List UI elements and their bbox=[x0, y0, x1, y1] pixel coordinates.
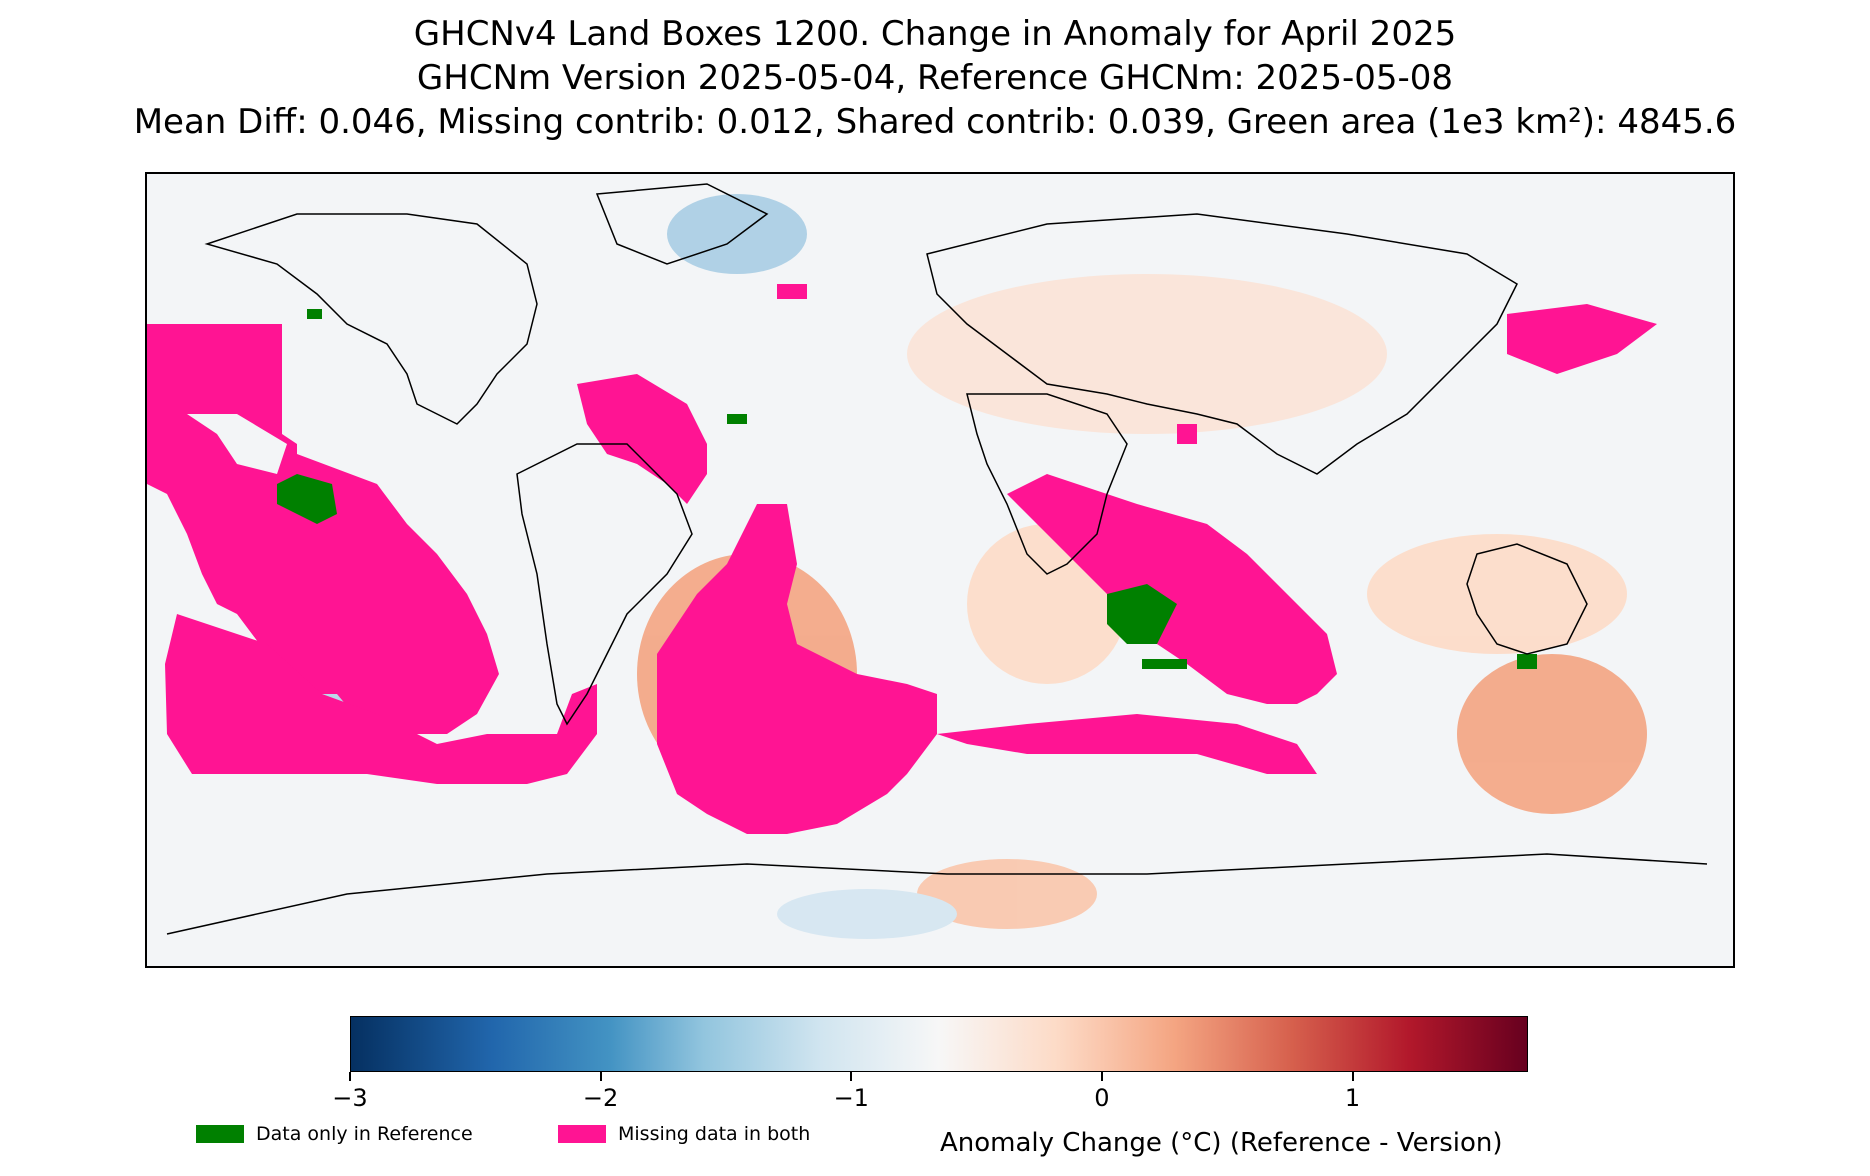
green-tasman bbox=[1517, 654, 1537, 669]
chart-title: GHCNv4 Land Boxes 1200. Change in Anomal… bbox=[413, 14, 1457, 54]
colorbar-label: Anomaly Change (°C) (Reference - Version… bbox=[940, 1128, 1503, 1158]
missing-south-atlantic bbox=[657, 504, 937, 834]
greenland-coast bbox=[595, 183, 769, 265]
legend-label-missing-both: Missing data in both bbox=[618, 1123, 811, 1145]
chart-stats-line: Mean Diff: 0.046, Missing contrib: 0.012… bbox=[133, 102, 1737, 142]
colorbar-tick-label: 1 bbox=[1344, 1084, 1361, 1112]
australia-coast bbox=[1466, 543, 1588, 655]
anomaly-map bbox=[145, 172, 1735, 968]
legend-swatch-magenta bbox=[558, 1125, 606, 1143]
green-aleutian bbox=[307, 309, 322, 319]
africa-coast bbox=[966, 393, 1128, 575]
patch-greenland-cool bbox=[667, 194, 807, 274]
colorbar-tick-label: −1 bbox=[833, 1084, 869, 1112]
missing-pacific bbox=[147, 324, 499, 734]
patch-australia bbox=[1457, 654, 1647, 814]
patch-antarctic-warm bbox=[917, 859, 1097, 929]
green-north-atlantic bbox=[727, 414, 747, 424]
missing-southern-indian bbox=[937, 714, 1317, 774]
missing-arabian bbox=[1177, 424, 1197, 444]
patch-antarctic-cool bbox=[777, 889, 957, 939]
legend-label-reference-only: Data only in Reference bbox=[256, 1123, 473, 1145]
colorbar bbox=[350, 1016, 1528, 1072]
patch-indonesia bbox=[1367, 534, 1627, 654]
colorbar-tick-label: −3 bbox=[332, 1084, 368, 1112]
missing-small-atlantic bbox=[777, 284, 807, 299]
north-america-coast bbox=[204, 213, 538, 425]
chart-subtitle: GHCNm Version 2025-05-04, Reference GHCN… bbox=[416, 58, 1454, 98]
green-south-indian-2 bbox=[1142, 659, 1187, 669]
colorbar-tick-mark bbox=[1351, 1072, 1354, 1081]
map-canvas bbox=[147, 183, 1708, 939]
colorbar-tick-mark bbox=[850, 1072, 853, 1081]
green-south-indian bbox=[1107, 584, 1177, 644]
south-america-coast bbox=[516, 443, 693, 726]
coastlines bbox=[166, 183, 1708, 935]
patch-europe-asia bbox=[907, 274, 1387, 434]
missing-north-atlantic bbox=[577, 374, 707, 504]
anomaly-patches bbox=[257, 194, 1647, 939]
missing-south-pacific bbox=[165, 614, 597, 784]
antarctica-coast bbox=[166, 853, 1708, 935]
colorbar-tick-mark bbox=[599, 1072, 602, 1081]
colorbar-tick-label: −2 bbox=[582, 1084, 619, 1112]
eurasia-coast bbox=[926, 213, 1518, 475]
missing-indian-ocean bbox=[1007, 474, 1337, 704]
legend-item-reference-only: Data only in Reference bbox=[196, 1122, 473, 1146]
reference-only-regions bbox=[277, 309, 1537, 669]
colorbar-tick-mark bbox=[349, 1072, 351, 1081]
missing-north-pacific-east bbox=[1507, 304, 1657, 374]
colorbar-tick-label: 0 bbox=[1094, 1084, 1110, 1112]
legend-item-missing-both: Missing data in both bbox=[558, 1122, 810, 1146]
green-pacific bbox=[277, 474, 337, 524]
missing-data-regions bbox=[147, 284, 1657, 834]
colorbar-tick-mark bbox=[1100, 1072, 1103, 1081]
legend-swatch-green bbox=[196, 1125, 244, 1143]
